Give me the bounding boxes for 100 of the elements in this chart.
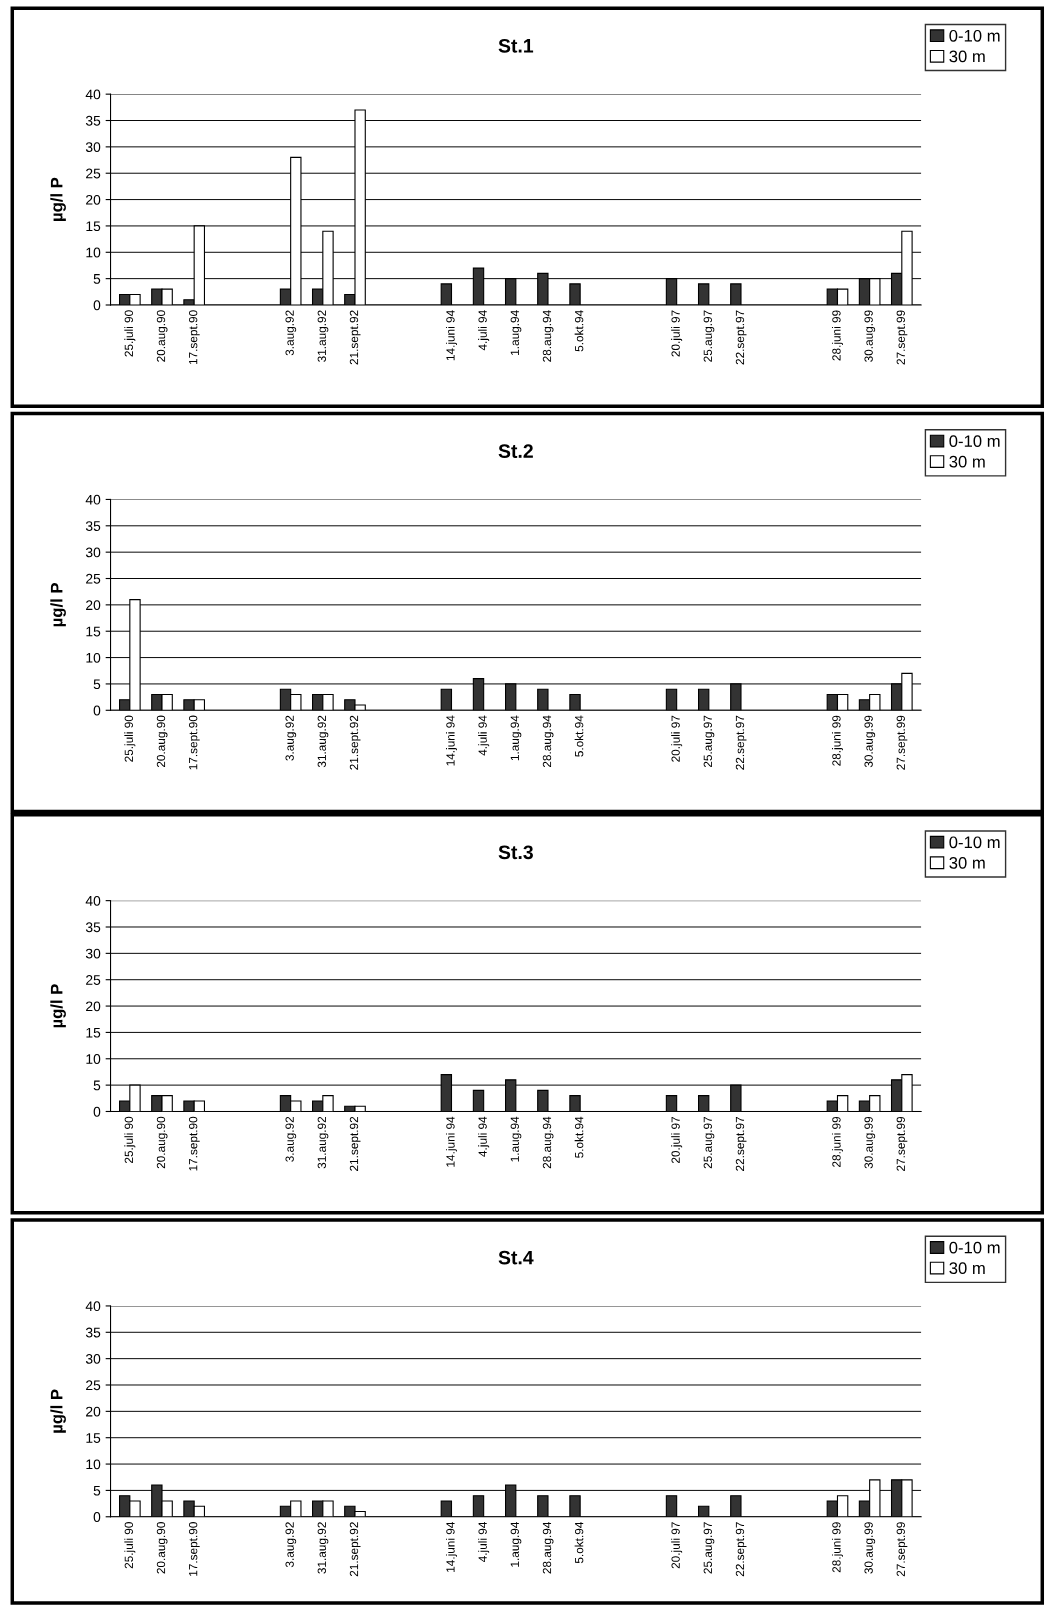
x-tick-label: 20.aug.90 bbox=[156, 715, 168, 768]
x-tick-label: 20.juli 97 bbox=[671, 1116, 683, 1163]
x-tick-label: 14.juni 94 bbox=[445, 1521, 457, 1572]
x-tick-label: 28.juni 99 bbox=[831, 1116, 843, 1167]
x-tick-label: 30.aug.99 bbox=[864, 1522, 876, 1574]
y-tick-label: 30 bbox=[85, 547, 101, 558]
y-tick-label: 25 bbox=[86, 975, 101, 985]
x-tick-label: 22.sept.97 bbox=[735, 310, 747, 365]
y-tick-label: 5 bbox=[93, 274, 101, 284]
y-tick-label: 0 bbox=[93, 1512, 101, 1522]
x-tick-label: 25.juli 90 bbox=[124, 1116, 136, 1163]
bar bbox=[697, 688, 710, 711]
x-tick-label: 22.sept.97 bbox=[735, 1116, 747, 1171]
x-tick-label: 27.sept.99 bbox=[896, 1116, 908, 1171]
legend-label: 30 m bbox=[949, 50, 985, 63]
x-tick-label: 20.juli 97 bbox=[671, 715, 683, 762]
y-tick-label: 5 bbox=[93, 1080, 101, 1091]
x-tick-label: 20.aug.90 bbox=[156, 1116, 168, 1169]
y-tick-label: 40 bbox=[85, 1301, 101, 1312]
chart-title: St.3 bbox=[498, 845, 533, 860]
x-tick-label: 14.juni 94 bbox=[445, 310, 457, 361]
y-tick-label: 35 bbox=[85, 115, 101, 126]
x-tick-label: 5.okt.94 bbox=[574, 310, 584, 352]
chart-title: St.1 bbox=[498, 38, 534, 53]
y-tick-label: 20 bbox=[86, 1001, 101, 1012]
y-tick-label: 20 bbox=[86, 1406, 101, 1417]
x-tick-label: 17.sept.90 bbox=[188, 310, 200, 365]
x-tick-label: 27.sept.99 bbox=[896, 310, 908, 365]
x-tick-label: 17.sept.90 bbox=[188, 1522, 200, 1576]
y-tick-label: 15 bbox=[86, 1027, 101, 1038]
y-tick-label: 15 bbox=[86, 1433, 101, 1443]
y-tick-label: 25 bbox=[86, 573, 101, 584]
x-tick-label: 25.aug.97 bbox=[703, 310, 715, 362]
x-tick-label: 4.juli 94 bbox=[478, 715, 490, 756]
bar bbox=[472, 1089, 485, 1112]
x-tick-label: 17.sept.90 bbox=[188, 715, 200, 770]
x-tick-label: 25.aug.97 bbox=[703, 1116, 715, 1169]
x-tick-label: 1.aug.94 bbox=[510, 715, 522, 761]
legend-label: 0-10 m bbox=[949, 1241, 1000, 1254]
bar bbox=[730, 1495, 742, 1517]
x-tick-label: 25.juli 90 bbox=[124, 310, 136, 357]
y-tick-label: 15 bbox=[86, 626, 101, 637]
x-tick-label: 21.sept.92 bbox=[349, 1522, 361, 1577]
x-tick-label: 28.juni 99 bbox=[831, 1522, 843, 1573]
x-tick-label: 1.aug.94 bbox=[510, 310, 522, 355]
x-tick-label: 20.juli 97 bbox=[671, 310, 683, 357]
x-tick-label: 3.aug.92 bbox=[285, 1116, 297, 1162]
y-tick-label: 10 bbox=[86, 247, 101, 258]
x-tick-label: 5.okt.94 bbox=[574, 1116, 584, 1158]
y-axis-title: µg/l P bbox=[50, 1389, 66, 1433]
x-tick-label: 25.juli 90 bbox=[124, 1522, 136, 1569]
legend-label: 0-10 m bbox=[949, 435, 1000, 448]
x-tick-label: 3.aug.92 bbox=[285, 1522, 297, 1568]
y-tick-label: 40 bbox=[85, 89, 101, 100]
y-axis-title: µg/l P bbox=[50, 583, 66, 627]
bar bbox=[665, 1095, 678, 1112]
x-tick-label: 31.aug.92 bbox=[317, 1522, 329, 1574]
x-tick-label: 4.juli 94 bbox=[478, 1521, 490, 1563]
x-tick-label: 20.aug.90 bbox=[156, 310, 168, 362]
y-tick-label: 40 bbox=[85, 895, 101, 906]
legend-label: 0-10 m bbox=[949, 29, 1000, 42]
x-tick-label: 28.aug.94 bbox=[542, 715, 554, 768]
bar bbox=[697, 1095, 710, 1112]
bar bbox=[537, 1495, 549, 1517]
x-tick-label: 22.sept.97 bbox=[735, 715, 747, 770]
x-tick-label: 20.aug.90 bbox=[156, 1522, 168, 1574]
y-tick-label: 5 bbox=[93, 1485, 101, 1496]
x-tick-label: 4.juli 94 bbox=[478, 310, 490, 351]
x-tick-label: 20.juli 97 bbox=[671, 1522, 683, 1569]
x-tick-label: 21.sept.92 bbox=[349, 1116, 361, 1171]
y-tick-label: 25 bbox=[86, 168, 101, 179]
y-tick-label: 0 bbox=[93, 1106, 101, 1117]
x-tick-label: 27.sept.99 bbox=[896, 715, 908, 770]
y-tick-label: 5 bbox=[93, 679, 101, 690]
x-tick-label: 14.juni 94 bbox=[445, 715, 457, 766]
bar bbox=[569, 1495, 581, 1517]
x-tick-label: 30.aug.99 bbox=[864, 310, 876, 362]
y-tick-label: 0 bbox=[93, 705, 101, 716]
x-tick-label: 30.aug.99 bbox=[864, 715, 876, 768]
x-tick-label: 5.okt.94 bbox=[574, 1521, 584, 1564]
bar bbox=[472, 1495, 485, 1517]
y-tick-label: 30 bbox=[85, 1353, 101, 1364]
bar bbox=[537, 688, 549, 711]
bar bbox=[440, 688, 453, 711]
x-tick-label: 25.aug.97 bbox=[703, 1522, 715, 1574]
x-tick-label: 30.aug.99 bbox=[864, 1116, 876, 1169]
x-tick-label: 22.sept.97 bbox=[735, 1522, 747, 1577]
x-tick-label: 1.aug.94 bbox=[510, 1521, 522, 1567]
legend-label: 30 m bbox=[949, 455, 985, 468]
y-tick-label: 30 bbox=[85, 142, 101, 153]
legend-label: 0-10 m bbox=[949, 836, 1000, 849]
y-tick-label: 30 bbox=[85, 948, 101, 959]
x-tick-label: 3.aug.92 bbox=[285, 310, 297, 356]
x-tick-label: 25.juli 90 bbox=[124, 715, 136, 762]
y-tick-label: 15 bbox=[86, 221, 101, 232]
y-tick-label: 25 bbox=[86, 1380, 101, 1391]
y-tick-label: 0 bbox=[93, 300, 101, 311]
y-tick-label: 35 bbox=[85, 922, 101, 933]
bar bbox=[440, 1500, 453, 1517]
bar bbox=[665, 688, 678, 711]
